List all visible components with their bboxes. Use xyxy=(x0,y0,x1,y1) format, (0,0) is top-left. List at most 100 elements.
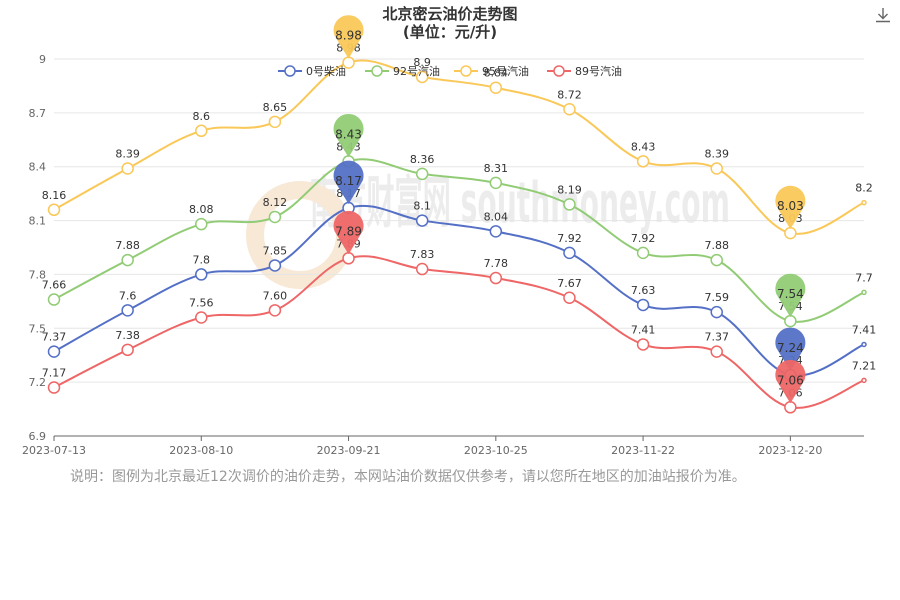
series-line xyxy=(53,255,865,409)
x-tick-label: 2023-12-20 xyxy=(758,444,822,457)
watermark-text: 南方财富网 southmoney.com xyxy=(310,171,730,236)
data-point xyxy=(195,217,208,231)
data-point xyxy=(489,81,503,94)
legend-marker xyxy=(284,65,296,77)
data-label: 7.78 xyxy=(484,257,509,270)
data-point xyxy=(195,311,208,324)
data-point xyxy=(861,199,867,206)
data-point xyxy=(861,341,867,348)
data-point xyxy=(636,246,650,260)
x-tick-label: 2023-11-22 xyxy=(611,444,675,457)
legend-marker xyxy=(371,65,383,77)
series-line xyxy=(53,204,865,377)
data-point xyxy=(121,253,134,267)
data-point xyxy=(342,252,355,265)
data-point xyxy=(195,124,208,138)
data-point xyxy=(861,289,867,296)
data-point xyxy=(415,167,429,181)
chart-note: 说明：图例为北京最近12次调价的油价走势，本网站油价数据仅供参考，请以您所在地区… xyxy=(70,469,746,485)
data-label: 8.1 xyxy=(413,200,431,213)
data-label: 7.60 xyxy=(263,289,288,302)
data-label: 7.92 xyxy=(557,232,582,245)
pin-marker xyxy=(333,210,364,255)
data-label: 8.2 xyxy=(855,182,873,195)
data-label: 8.08 xyxy=(189,203,214,216)
pin-label: 8.43 xyxy=(335,127,362,141)
data-point xyxy=(710,345,723,358)
data-label: 7.41 xyxy=(631,323,656,336)
data-label: 7.56 xyxy=(189,297,214,310)
pin-marker xyxy=(775,273,806,318)
data-label: 7.6 xyxy=(119,289,137,302)
legend-item[interactable]: 92号汽油 xyxy=(365,64,440,78)
data-point xyxy=(563,246,576,260)
legend[interactable]: 0号柴油 92号汽油 95号汽油 89号汽油 xyxy=(278,64,622,78)
data-label: 7.21 xyxy=(852,359,877,372)
pin-label: 8.98 xyxy=(335,29,362,43)
data-label: 7.17 xyxy=(42,367,67,380)
data-point xyxy=(636,155,650,168)
data-label: 7.63 xyxy=(631,284,656,297)
x-tick-label: 2023-08-10 xyxy=(169,444,233,457)
legend-marker xyxy=(553,65,565,77)
data-point xyxy=(563,103,576,116)
pin-marker xyxy=(775,327,806,371)
data-label: 7.67 xyxy=(557,277,582,290)
data-label: 8.39 xyxy=(115,148,140,161)
legend-label: 0号柴油 xyxy=(306,64,346,78)
data-point xyxy=(710,305,723,319)
data-point xyxy=(47,381,61,394)
pin-label: 7.24 xyxy=(777,341,804,355)
watermark: 南方财富网 southmoney.com xyxy=(246,171,730,289)
data-point xyxy=(636,298,650,312)
data-label: 7.41 xyxy=(852,323,877,336)
data-point xyxy=(710,162,723,175)
data-label: 8.72 xyxy=(557,88,582,101)
legend-label: 95号汽油 xyxy=(482,64,529,78)
data-point xyxy=(268,115,282,129)
data-label: 7.92 xyxy=(631,232,656,245)
data-point xyxy=(121,343,134,357)
data-label: 7.7 xyxy=(855,271,873,284)
legend-item[interactable]: 0号柴油 xyxy=(278,64,346,78)
data-label: 7.8 xyxy=(193,253,211,266)
data-label: 7.88 xyxy=(704,239,729,252)
download-icon[interactable] xyxy=(874,6,892,24)
data-point xyxy=(195,268,208,281)
pin-label: 7.06 xyxy=(777,373,804,387)
x-tick-label: 2023-10-25 xyxy=(464,444,528,457)
axes: 2023-07-13 2023-08-10 2023-09-21 2023-10-25… xyxy=(22,435,864,457)
data-label: 7.85 xyxy=(263,244,288,257)
data-label: 7.59 xyxy=(704,291,729,304)
data-point xyxy=(47,293,61,306)
pin-label: 8.03 xyxy=(777,199,804,213)
y-tick-label: 8.7 xyxy=(29,107,47,120)
data-point xyxy=(784,401,797,414)
data-label: 8.6 xyxy=(193,110,211,123)
legend-item[interactable]: 95号汽油 xyxy=(454,64,529,78)
data-point xyxy=(563,291,576,305)
extreme-markers: 8.17 7.24 8.43 7.54 8.98 8.03 7.89 7.06 xyxy=(333,15,806,404)
series-line xyxy=(53,59,865,235)
data-point xyxy=(268,304,282,317)
data-point xyxy=(563,198,576,211)
data-label: 7.38 xyxy=(115,329,140,342)
data-point xyxy=(415,262,429,276)
legend-item[interactable]: 89号汽油 xyxy=(547,64,622,78)
pin-label: 7.89 xyxy=(335,224,362,238)
data-label: 8.84 xyxy=(484,67,509,80)
data-label: 7.83 xyxy=(410,248,435,261)
y-tick-label: 9 xyxy=(39,53,46,66)
legend-label: 89号汽油 xyxy=(575,64,622,78)
y-tick-label: 6.9 xyxy=(29,430,47,443)
data-label: 8.31 xyxy=(484,162,509,175)
y-tick-label: 8.1 xyxy=(29,215,47,228)
pin-label: 7.54 xyxy=(777,287,804,301)
data-point xyxy=(121,162,134,175)
data-label: 8.19 xyxy=(557,183,582,196)
data-point xyxy=(636,338,650,351)
y-tick-label: 7.2 xyxy=(29,376,47,389)
pin-marker xyxy=(775,185,806,230)
data-label: 8.12 xyxy=(263,196,288,209)
